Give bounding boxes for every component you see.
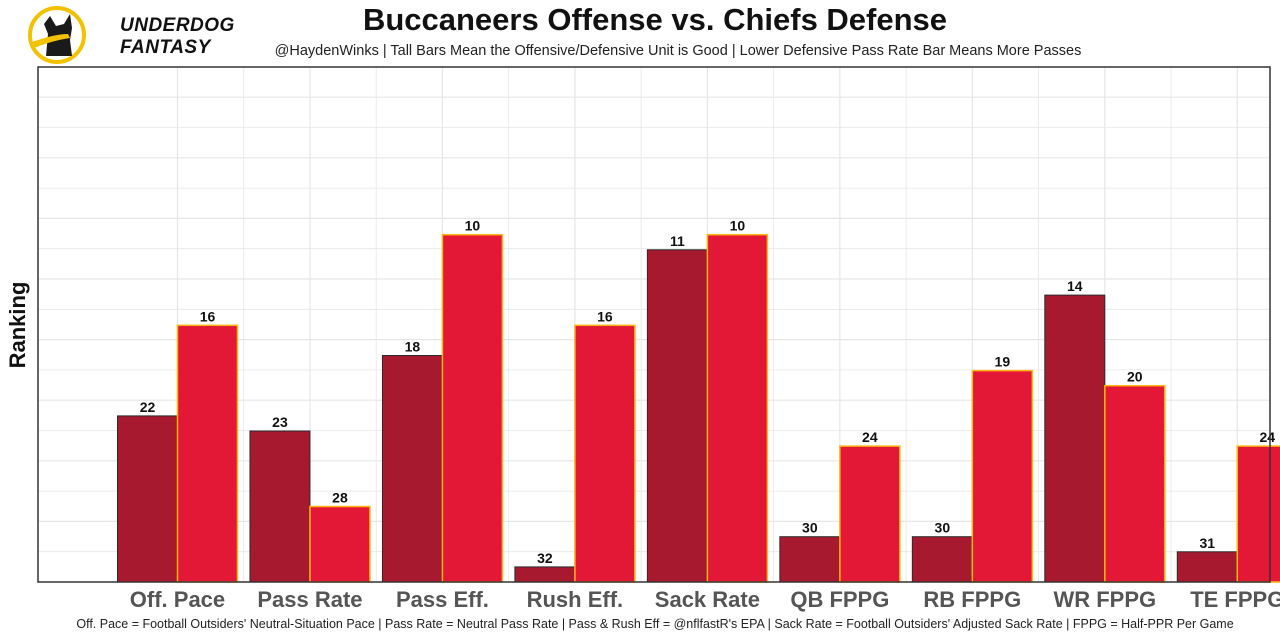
data-label-defense: 24 xyxy=(862,429,878,445)
bar-offense xyxy=(1044,294,1106,583)
bar-defense xyxy=(441,233,504,583)
plot-border xyxy=(37,66,1271,583)
chart-subtitle: @HaydenWinks | Tall Bars Mean the Offens… xyxy=(274,43,1082,59)
bar-defense xyxy=(574,324,636,583)
x-tick-label: Pass Eff. xyxy=(396,587,489,612)
data-label-defense: 28 xyxy=(332,490,348,506)
underdog-logo: UNDERDOG FANTASY xyxy=(26,4,234,64)
x-tick-label: WR FPPG xyxy=(1053,587,1156,612)
chart-title: Buccaneers Offense vs. Chiefs Defense xyxy=(362,2,948,37)
bar-offense xyxy=(779,536,841,583)
data-label-defense: 16 xyxy=(597,308,613,324)
x-tick-label: RB FPPG xyxy=(923,587,1021,612)
chart-caption: Off. Pace = Football Outsiders' Neutral-… xyxy=(76,617,1234,631)
x-tick-label: Rush Eff. xyxy=(527,587,624,612)
bar-offense xyxy=(646,249,708,583)
bar-defense xyxy=(706,233,769,583)
bar-defense xyxy=(309,505,371,583)
data-label-offense: 31 xyxy=(1199,535,1215,551)
data-label-defense: 16 xyxy=(200,308,216,324)
data-label-offense: 18 xyxy=(405,339,421,355)
data-label-defense: 20 xyxy=(1127,369,1143,385)
data-label-offense: 11 xyxy=(670,233,685,249)
x-tick-label: Pass Rate xyxy=(257,587,362,612)
data-label-offense: 32 xyxy=(537,550,553,566)
x-tick-label: Sack Rate xyxy=(655,587,760,612)
bar-defense xyxy=(1236,445,1280,583)
brand-line1: UNDERDOG xyxy=(120,15,235,36)
x-tick-label: Off. Pace xyxy=(130,587,225,612)
data-label-defense: 19 xyxy=(995,354,1011,370)
bar-offense xyxy=(381,355,443,583)
data-label-offense: 30 xyxy=(802,520,818,536)
data-label-offense: 23 xyxy=(272,414,288,430)
bar-offense xyxy=(249,430,311,583)
bar-offense xyxy=(116,415,178,583)
bar-offense xyxy=(911,536,973,583)
x-tick-label: TE FPPG xyxy=(1190,587,1280,612)
bar-offense xyxy=(1176,551,1238,583)
bar-defense xyxy=(176,324,239,583)
data-label-offense: 30 xyxy=(935,520,951,536)
data-label-defense: 24 xyxy=(1259,429,1275,445)
brand-line2: FANTASY xyxy=(120,37,211,58)
data-label-offense: 22 xyxy=(140,399,156,415)
data-label-offense: 14 xyxy=(1067,278,1083,294)
data-label-defense: 10 xyxy=(730,218,746,234)
data-label-defense: 10 xyxy=(465,218,481,234)
dog-icon xyxy=(28,6,86,64)
x-tick-label: QB FPPG xyxy=(790,587,889,612)
bar-defense xyxy=(839,445,901,583)
bar-defense xyxy=(1104,384,1166,583)
bar-offense xyxy=(514,566,576,583)
bar-defense xyxy=(971,369,1034,583)
